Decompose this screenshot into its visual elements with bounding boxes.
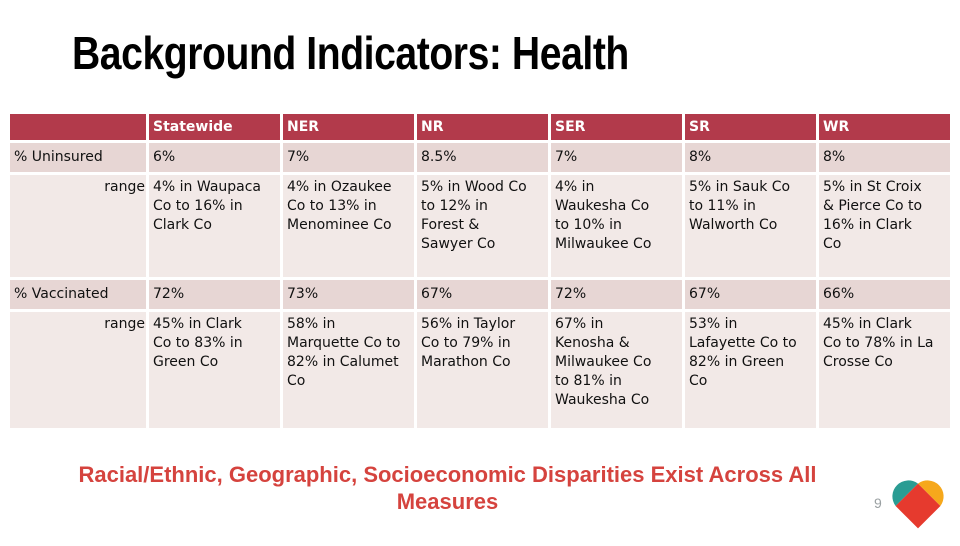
row-vaccinated: % Vaccinated 72% 73% 67% 72% 67% 66% [10, 280, 950, 309]
row-label-range: range [10, 175, 146, 277]
header-cell-nr: NR [417, 114, 548, 140]
table-cell: 66% [819, 280, 950, 309]
table-cell: 56% in Taylor Co to 79% in Marathon Co [417, 312, 548, 428]
page-number: 9 [874, 495, 882, 511]
row-label-uninsured: % Uninsured [10, 143, 146, 172]
header-cell-statewide: Statewide [149, 114, 280, 140]
slide-title: Background Indicators: Health [72, 27, 629, 79]
table-cell: 53% in Lafayette Co to 82% in Green Co [685, 312, 816, 428]
table-cell: 4% in Ozaukee Co to 13% in Menominee Co [283, 175, 414, 277]
heart-logo [878, 466, 958, 546]
table-cell: 8% [685, 143, 816, 172]
heart-lobe-amber [918, 480, 944, 506]
heart-lobe-teal [892, 480, 918, 506]
table-cell: 45% in Clark Co to 83% in Green Co [149, 312, 280, 428]
table-cell: 6% [149, 143, 280, 172]
health-indicators-table: Statewide NER NR SER SR WR % Uninsured 6… [7, 111, 953, 431]
table-cell: 67% in Kenosha & Milwaukee Co to 81% in … [551, 312, 682, 428]
table-cell: 7% [551, 143, 682, 172]
table-cell: 72% [551, 280, 682, 309]
heart-logo-icon [892, 480, 944, 529]
table-cell: 45% in Clark Co to 78% in La Crosse Co [819, 312, 950, 428]
row-label-vaccinated: % Vaccinated [10, 280, 146, 309]
table-cell: 5% in St Croix & Pierce Co to 16% in Cla… [819, 175, 950, 277]
header-cell-blank [10, 114, 146, 140]
row-uninsured: % Uninsured 6% 7% 8.5% 7% 8% 8% [10, 143, 950, 172]
table-cell: 72% [149, 280, 280, 309]
table-cell: 8% [819, 143, 950, 172]
header-cell-wr: WR [819, 114, 950, 140]
header-cell-sr: SR [685, 114, 816, 140]
table-cell: 5% in Sauk Co to 11% in Walworth Co [685, 175, 816, 277]
table-cell: 58% in Marquette Co to 82% in Calumet Co [283, 312, 414, 428]
table-cell: 4% in Waupaca Co to 16% in Clark Co [149, 175, 280, 277]
table-cell: 5% in Wood Co to 12% in Forest & Sawyer … [417, 175, 548, 277]
table-cell: 73% [283, 280, 414, 309]
table-cell: 4% in Waukesha Co to 10% in Milwaukee Co [551, 175, 682, 277]
heart-diamond-red [895, 483, 941, 529]
row-uninsured-range: range 4% in Waupaca Co to 16% in Clark C… [10, 175, 950, 277]
caption-line-2: Measures [396, 489, 499, 514]
table-cell: 67% [685, 280, 816, 309]
table-cell: 7% [283, 143, 414, 172]
row-vaccinated-range: range 45% in Clark Co to 83% in Green Co… [10, 312, 950, 428]
caption: Racial/Ethnic, Geographic, Socioeconomic… [15, 461, 880, 515]
table-header-row: Statewide NER NR SER SR WR [10, 114, 950, 140]
row-label-range: range [10, 312, 146, 428]
header-cell-ser: SER [551, 114, 682, 140]
caption-line-1: Racial/Ethnic, Geographic, Socioeconomic… [78, 462, 817, 487]
table-cell: 8.5% [417, 143, 548, 172]
table-cell: 67% [417, 280, 548, 309]
header-cell-ner: NER [283, 114, 414, 140]
